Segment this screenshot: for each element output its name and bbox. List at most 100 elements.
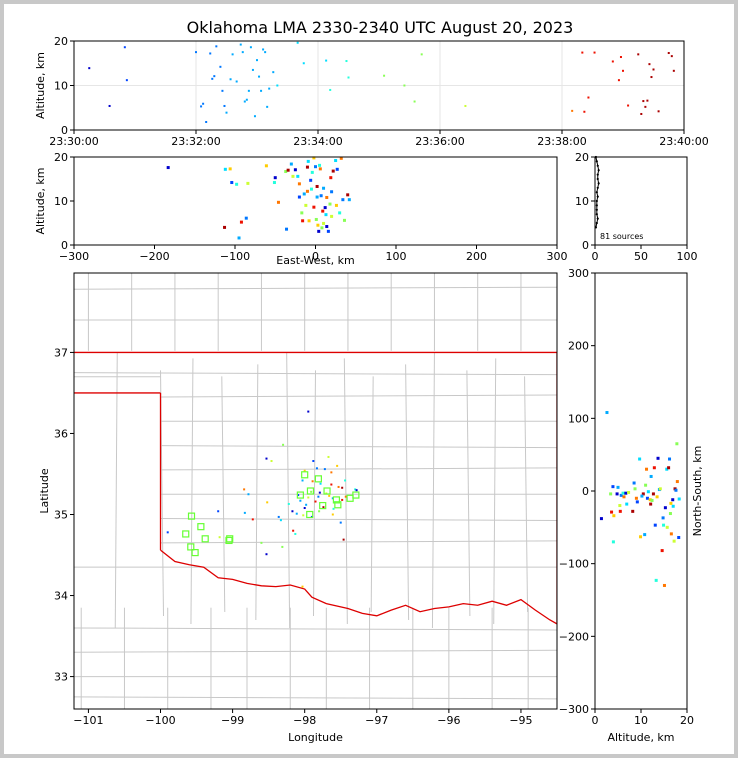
alt-time-point-60 <box>644 105 647 108</box>
alt-time-point-25 <box>251 68 254 71</box>
alt-ns-point-61 <box>669 501 673 505</box>
ew-alt-point-19 <box>293 168 297 172</box>
alt-ns-point-23 <box>639 535 643 539</box>
alt-hist-point-2 <box>596 164 599 167</box>
map-point-21 <box>297 494 300 497</box>
alt-ns-point-33 <box>650 498 654 502</box>
alt-time-point-41 <box>347 76 350 79</box>
map-xtick-label-0: −101 <box>73 714 103 727</box>
county-hline-11 <box>74 627 557 631</box>
alt-ns-point-2 <box>609 492 613 496</box>
alt-time-point-52 <box>611 60 614 63</box>
map-point-8 <box>323 468 326 471</box>
alt-ns-point-49 <box>668 457 672 461</box>
alt-time-point-18 <box>235 80 238 83</box>
ew-alt-frame <box>73 156 558 246</box>
ew-alt-ytick-label-2: 20 <box>54 151 68 164</box>
alt-time-point-50 <box>587 96 590 99</box>
map-point-49 <box>342 538 345 541</box>
alt-ns-ytick-label-3: 0 <box>582 485 589 498</box>
points-layer <box>88 41 681 588</box>
alt-hist-point-8 <box>595 191 598 194</box>
alt-ns-point-36 <box>654 578 658 582</box>
map-ytick-label-2: 35 <box>54 509 68 522</box>
ew-alt-point-50 <box>328 202 332 206</box>
alt-time-point-20 <box>241 51 244 54</box>
ew-alt-point-59 <box>339 156 343 160</box>
alt-ns-point-37 <box>655 495 659 499</box>
alt-hist-point-14 <box>596 217 599 220</box>
alt-hist-point-12 <box>595 208 598 211</box>
alt-ns-ytick-label-2: −100 <box>559 558 589 571</box>
alt-ns-point-22 <box>638 457 642 461</box>
ew-alt-point-42 <box>320 226 324 230</box>
alt-hist-point-4 <box>596 173 599 176</box>
alt-ns-point-12 <box>621 491 625 495</box>
map-ytick-label-0: 33 <box>54 671 68 684</box>
map-point-40 <box>277 515 280 518</box>
alt-ns-ytick-label-6: 300 <box>568 267 589 280</box>
map-xtick-label-5: −96 <box>437 714 460 727</box>
alt-time-ylabel: Altitude, km <box>34 52 47 119</box>
alt-ns-ytick-label-5: 200 <box>568 340 589 353</box>
map-xtick-label-6: −95 <box>509 714 532 727</box>
map-point-22 <box>307 496 310 499</box>
county-hline-5 <box>160 445 557 449</box>
map-point-36 <box>291 510 294 513</box>
map-point-17 <box>355 489 358 492</box>
ew-alt-point-47 <box>324 213 328 217</box>
alt-time-point-8 <box>209 52 212 55</box>
map-ytick-label-1: 34 <box>54 590 68 603</box>
ew-alt-point-12 <box>272 181 276 185</box>
alt-ns-xtick-label-0: 0 <box>592 714 599 727</box>
ew-alt-point-30 <box>309 178 313 182</box>
alt-ns-point-60 <box>677 497 681 501</box>
county-hline-3 <box>160 394 557 398</box>
alt-ns-point-9 <box>618 504 622 508</box>
ew-alt-point-3 <box>230 181 234 185</box>
alt-time-point-35 <box>276 84 279 87</box>
ew-alt-point-61 <box>342 218 346 222</box>
ew-alt-point-38 <box>317 229 321 233</box>
map-point-28 <box>314 500 317 503</box>
alt-time-frame <box>73 40 685 131</box>
lma-station-11 <box>296 491 304 499</box>
alt-time-point-6 <box>202 102 205 105</box>
alt-ns-point-5 <box>611 540 615 544</box>
alt-time-point-23 <box>247 89 250 92</box>
alt-ns-point-7 <box>615 492 619 496</box>
frames-layer <box>73 40 688 710</box>
ew-alt-point-67 <box>305 189 309 193</box>
map-point-56 <box>301 585 304 588</box>
alt-time-point-10 <box>213 75 216 78</box>
alt-time-point-51 <box>593 51 596 54</box>
ew-alt-point-0 <box>166 166 170 170</box>
map-point-5 <box>327 455 330 458</box>
map-point-19 <box>318 491 321 494</box>
alt-ns-point-53 <box>671 504 675 508</box>
alt-time-point-54 <box>619 56 622 59</box>
map-point-44 <box>243 511 246 514</box>
alt-time-point-62 <box>648 63 651 66</box>
alt-ns-point-38 <box>656 456 660 460</box>
map-point-9 <box>330 471 333 474</box>
county-map <box>74 273 557 709</box>
map-point-2 <box>265 457 268 460</box>
map-point-13 <box>330 483 333 486</box>
alt-time-xtick-label-1: 23:32:00 <box>171 135 220 148</box>
alt-time-point-28 <box>258 75 261 78</box>
ew-alt-point-23 <box>300 211 304 215</box>
ew-alt-point-41 <box>319 194 323 198</box>
alt-time-point-19 <box>239 43 242 46</box>
map-point-26 <box>344 495 347 498</box>
lma-station-3 <box>201 535 209 543</box>
ew-alt-point-49 <box>326 229 330 233</box>
figure-title: Oklahoma LMA 2330-2340 UTC August 20, 20… <box>187 18 574 37</box>
alt-ns-point-1 <box>605 411 609 415</box>
figure-canvas: Oklahoma LMA 2330-2340 UTC August 20, 20… <box>34 18 709 744</box>
alt-hist-ytick-label-0: 0 <box>582 239 589 252</box>
map-point-11 <box>311 480 314 483</box>
ew-alt-point-25 <box>302 192 306 196</box>
ew-alt-ylabel: Altitude, km <box>34 167 47 234</box>
lma-station-13 <box>332 496 341 504</box>
